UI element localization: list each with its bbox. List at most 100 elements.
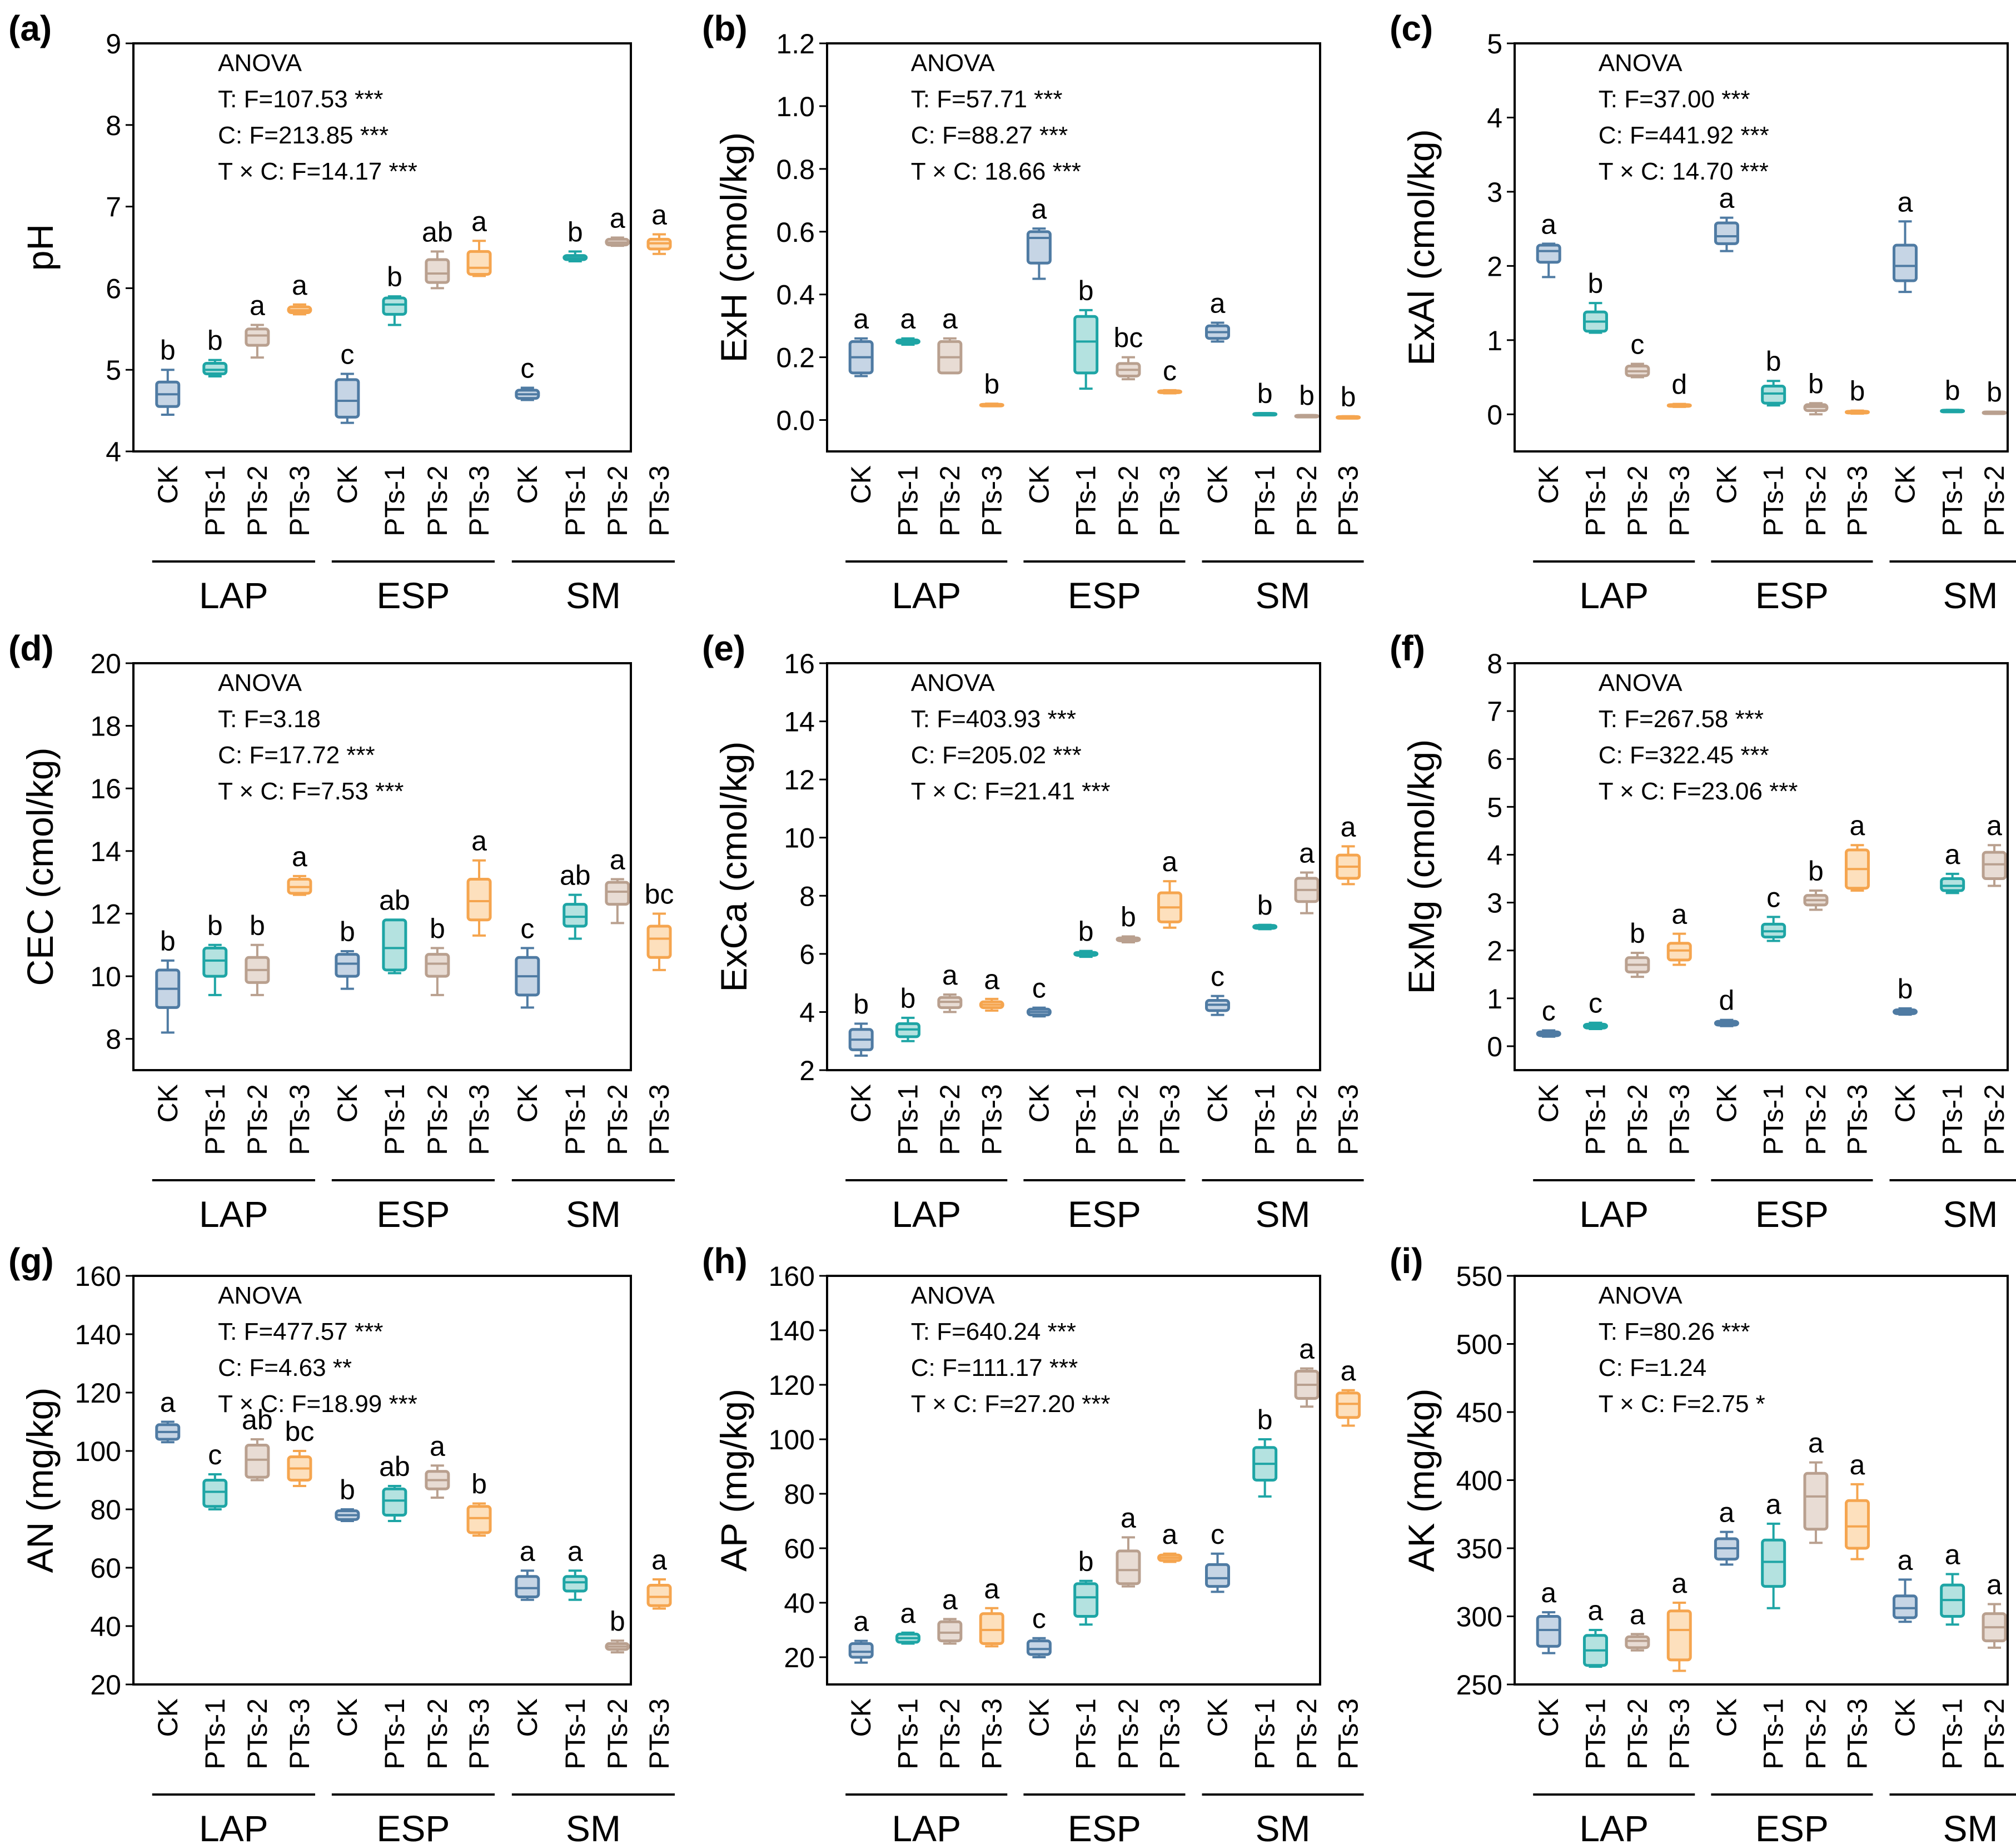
x-tick-label: PTs-2 xyxy=(1622,1698,1653,1770)
box-lap-ck: c xyxy=(1536,996,1561,1038)
anova-title: ANOVA xyxy=(218,1282,302,1309)
x-tick-label: PTs-3 xyxy=(1333,465,1364,536)
box-lap-pts-3: d xyxy=(1666,369,1692,408)
box-lap-pts-3: a xyxy=(979,964,1004,1012)
x-tick-label: PTs-1 xyxy=(1937,465,1968,536)
x-tick-label: PTs-1 xyxy=(1937,1084,1968,1155)
box-lap-pts-2: a xyxy=(245,290,270,359)
significance-letter: c xyxy=(1542,996,1556,1027)
box-sm-pts-1: b xyxy=(563,216,588,262)
box-sm-ck: c xyxy=(515,913,540,1009)
anova-line: C: F=17.72 *** xyxy=(218,742,375,769)
y-tick-label: 14 xyxy=(784,707,815,738)
significance-letter: c xyxy=(1163,355,1177,386)
anova-line: T × C: F=14.17 *** xyxy=(218,158,417,185)
y-tick-label: 550 xyxy=(1456,1261,1502,1292)
x-tick-label: PTs-1 xyxy=(1580,1084,1611,1155)
x-tick-label: PTs-1 xyxy=(1937,1698,1968,1770)
significance-letter: b xyxy=(1078,916,1094,947)
y-tick-label: 18 xyxy=(90,711,121,742)
box-lap-pts-1: b xyxy=(202,325,228,377)
x-tick-label: PTs-1 xyxy=(560,1084,591,1155)
panel-label: (b) xyxy=(702,8,748,48)
plot-frame xyxy=(826,662,1321,1071)
plot-frame xyxy=(1514,42,2009,453)
box-esp-ck: b xyxy=(335,916,360,990)
anova-line: C: F=88.27 *** xyxy=(911,122,1068,149)
anova-line: T: F=640.24 *** xyxy=(911,1318,1076,1345)
significance-letter: a xyxy=(1850,1449,1865,1480)
y-tick-label: 140 xyxy=(75,1319,121,1350)
box-lap-ck: a xyxy=(848,304,874,377)
significance-letter: a xyxy=(651,200,667,231)
y-tick-label: 12 xyxy=(784,764,815,796)
panel-f: (f) ExMg (cmol/kg) 0 1 2 3 4 5 6 7 8 ANOVA T: F=267.… xyxy=(1390,628,2016,1235)
y-axis-label: AP (mg/kg) xyxy=(713,1389,754,1572)
x-tick-label: CK xyxy=(512,1084,543,1122)
group-label: ESP xyxy=(376,1808,450,1844)
panel-h: (h) AP (mg/kg) 20 40 60 80 100 120 140 160 ANOVA T:… xyxy=(702,1241,1364,1844)
box-lap-pts-3: bc xyxy=(285,1416,314,1487)
box-esp-ck: a xyxy=(1026,193,1052,280)
y-tick-label: 400 xyxy=(1456,1465,1502,1497)
box-iqr xyxy=(1940,877,1965,892)
box-iqr xyxy=(1205,1563,1231,1588)
panel-label: (c) xyxy=(1390,8,1433,48)
anova-line: T: F=267.58 *** xyxy=(1599,705,1764,733)
y-axis-label: AN (mg/kg) xyxy=(19,1388,61,1573)
anova-line: C: F=441.92 *** xyxy=(1599,122,1769,149)
box-iqr xyxy=(1803,1472,1829,1531)
x-tick-label: PTs-1 xyxy=(1758,1084,1789,1155)
box-esp-pts-2: bc xyxy=(1114,322,1143,381)
panel-c: (c) ExAl (cmol/kg) 0 1 2 3 4 5 ANOVA T: F=37.00 *… xyxy=(1390,8,2016,616)
group-label: SM xyxy=(566,1808,621,1844)
box-lap-ck: a xyxy=(848,1606,874,1664)
significance-letter: b xyxy=(1630,918,1645,949)
x-tick-label: PTs-2 xyxy=(1291,465,1322,536)
x-tick-label: CK xyxy=(512,1698,543,1737)
y-tick-label: 16 xyxy=(90,773,121,804)
significance-letter: a xyxy=(942,1584,958,1615)
significance-letter: b xyxy=(984,369,999,400)
box-iqr xyxy=(425,258,450,284)
box-sm-pts-1: b xyxy=(1940,375,1965,414)
box-lap-pts-1: b xyxy=(202,910,228,996)
significance-letter: bc xyxy=(1114,322,1143,354)
box-sm-ck: c xyxy=(1205,961,1231,1016)
significance-letter: b xyxy=(1121,901,1136,932)
significance-letter: a xyxy=(568,1535,583,1567)
y-tick-label: 250 xyxy=(1456,1669,1502,1701)
significance-letter: b xyxy=(1987,377,2002,408)
significance-letter: a xyxy=(1898,1544,1913,1575)
x-tick-label: PTs-2 xyxy=(1979,1698,2010,1770)
box-lap-pts-2: c xyxy=(1625,329,1650,379)
panel-b: (b) ExH (cmol/kg) 0.0 0.2 0.4 0.6 0.8 1.0 1.2 ANO… xyxy=(702,8,1364,616)
y-tick-label: 1.0 xyxy=(776,91,815,122)
group-label: LAP xyxy=(892,575,961,616)
x-tick-label: PTs-1 xyxy=(1580,1698,1611,1770)
significance-letter: c xyxy=(1032,973,1046,1004)
significance-letter: a xyxy=(984,964,999,995)
x-tick-label: CK xyxy=(1023,1084,1054,1122)
y-tick-label: 6 xyxy=(799,939,815,970)
box-iqr xyxy=(425,953,450,978)
significance-letter: a xyxy=(1850,810,1865,841)
significance-letter: a xyxy=(1808,1428,1824,1459)
y-tick-label: 40 xyxy=(90,1611,121,1642)
y-tick-label: 100 xyxy=(75,1436,121,1467)
y-axis-label: ExMg (cmol/kg) xyxy=(1401,739,1442,994)
x-tick-label: CK xyxy=(512,465,543,504)
box-esp-pts-3: a xyxy=(1844,810,1870,892)
anova-title: ANOVA xyxy=(911,669,995,697)
significance-letter: b xyxy=(1766,346,1781,377)
y-tick-label: 8 xyxy=(1487,648,1502,679)
box-esp-pts-1: b xyxy=(1073,916,1099,958)
anova-line: C: F=213.85 *** xyxy=(218,122,389,149)
box-sm-ck: a xyxy=(1893,1544,1918,1623)
anova-title: ANOVA xyxy=(911,1282,995,1309)
x-tick-label: PTs-3 xyxy=(464,1698,495,1770)
box-iqr xyxy=(1893,1594,1918,1619)
y-tick-label: 9 xyxy=(106,28,121,59)
box-sm-pts-2: b xyxy=(1982,377,2007,415)
